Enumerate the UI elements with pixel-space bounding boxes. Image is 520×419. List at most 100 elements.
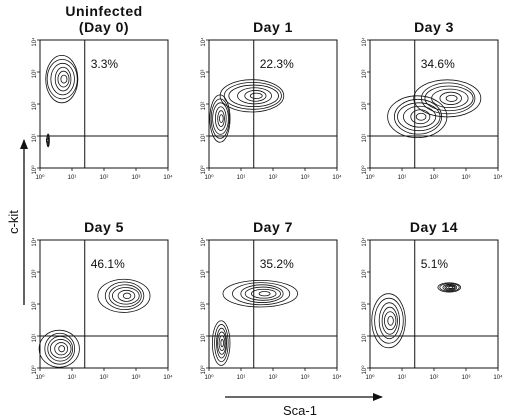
x-tick-label: 10⁰ xyxy=(35,174,45,181)
y-tick-label: 10⁰ xyxy=(200,365,207,375)
contour-line xyxy=(217,331,227,355)
x-tick-label: 10³ xyxy=(462,175,471,181)
x-tick-label: 10⁰ xyxy=(35,374,45,381)
contour-line xyxy=(381,306,398,335)
contour-line xyxy=(244,90,267,102)
contour-line xyxy=(402,105,437,128)
x-axis-label: Sca-1 xyxy=(283,403,317,418)
y-tick-label: 10⁴ xyxy=(200,237,207,247)
y-tick-label: 10² xyxy=(32,302,38,311)
y-tick-label: 10³ xyxy=(362,270,368,279)
y-tick-label: 10³ xyxy=(32,270,38,279)
panel-title: Day 5 xyxy=(84,219,124,235)
panel-subtitle: (Day 0) xyxy=(79,19,129,35)
y-axis-label: c-kit xyxy=(6,210,21,234)
contour-line xyxy=(117,289,136,302)
contour-line xyxy=(371,293,406,349)
contour-line xyxy=(57,70,70,88)
contour-line xyxy=(45,55,79,104)
contour-line xyxy=(384,311,397,331)
contour-line xyxy=(374,297,404,344)
x-tick-label: 10⁰ xyxy=(204,174,214,181)
contour-line xyxy=(439,91,462,105)
y-tick-label: 10¹ xyxy=(32,134,38,143)
contour-line xyxy=(44,332,76,365)
contour-line xyxy=(223,81,282,110)
panel-title: Day 1 xyxy=(253,19,293,35)
gate-percentage: 22.3% xyxy=(260,57,294,71)
x-tick-label: 10⁴ xyxy=(493,174,503,181)
contour-line xyxy=(50,62,75,96)
contour-line xyxy=(122,292,132,299)
contour-line xyxy=(209,94,231,143)
y-tick-label: 10³ xyxy=(201,70,207,79)
contour-line xyxy=(47,335,74,362)
x-tick-label: 10⁴ xyxy=(332,174,342,181)
contour-line xyxy=(212,102,229,135)
contour-line xyxy=(38,329,80,368)
contour-line xyxy=(210,98,230,139)
panel-title: Day 3 xyxy=(414,19,454,35)
contour-line xyxy=(397,102,441,132)
y-tick-label: 10¹ xyxy=(362,334,368,343)
contour-line xyxy=(54,342,69,356)
y-tick-label: 10² xyxy=(201,102,207,111)
contour-line xyxy=(108,284,142,308)
panel-title: Uninfected xyxy=(65,3,142,19)
contour-line xyxy=(46,133,50,148)
x-tick-label: 10¹ xyxy=(398,175,407,181)
contour-line xyxy=(46,58,78,100)
x-tick-label: 10² xyxy=(430,375,439,381)
contour-line xyxy=(211,320,231,366)
x-tick-label: 10¹ xyxy=(398,375,407,381)
y-tick-label: 10⁴ xyxy=(31,237,38,247)
x-tick-label: 10¹ xyxy=(68,375,77,381)
contour-line xyxy=(216,327,227,359)
contour-line xyxy=(378,302,400,340)
contour-line xyxy=(410,109,431,125)
panel-grid: Uninfected(Day 0)10⁰10⁰10¹10¹10²10²10³10… xyxy=(31,3,503,381)
x-tick-label: 10¹ xyxy=(68,175,77,181)
y-tick-label: 10² xyxy=(201,302,207,311)
y-tick-label: 10⁴ xyxy=(361,237,368,247)
contour-line xyxy=(446,285,455,290)
contour-line xyxy=(420,82,476,115)
y-tick-label: 10² xyxy=(362,102,368,111)
contour-line xyxy=(97,278,151,313)
y-tick-label: 10³ xyxy=(32,70,38,79)
x-tick-label: 10² xyxy=(269,375,278,381)
x-tick-label: 10³ xyxy=(462,375,471,381)
contour-line xyxy=(448,286,453,289)
y-tick-label: 10³ xyxy=(362,70,368,79)
contour-line xyxy=(249,92,263,99)
contour-line xyxy=(387,95,448,139)
contour-line xyxy=(49,339,72,359)
x-tick-label: 10⁰ xyxy=(204,374,214,381)
contour-line xyxy=(54,66,72,92)
contour-line xyxy=(444,284,456,291)
y-tick-label: 10⁴ xyxy=(31,37,38,47)
gate-percentage: 35.2% xyxy=(260,257,294,271)
panel-title: Day 14 xyxy=(410,219,458,235)
contour-line xyxy=(393,98,443,135)
y-tick-label: 10⁰ xyxy=(200,165,207,175)
contour-line xyxy=(104,281,145,311)
contour-line xyxy=(237,87,272,105)
y-tick-label: 10³ xyxy=(201,270,207,279)
contour-line xyxy=(218,335,226,351)
contour-line xyxy=(250,288,277,299)
contour-line xyxy=(437,282,462,293)
x-tick-label: 10² xyxy=(269,175,278,181)
panel-title: Day 7 xyxy=(253,219,293,235)
y-tick-label: 10¹ xyxy=(201,334,207,343)
contour-line xyxy=(60,74,68,84)
contour-line xyxy=(415,112,427,121)
contour-line xyxy=(387,315,394,326)
x-tick-label: 10³ xyxy=(301,175,310,181)
gate-percentage: 34.6% xyxy=(421,57,455,71)
